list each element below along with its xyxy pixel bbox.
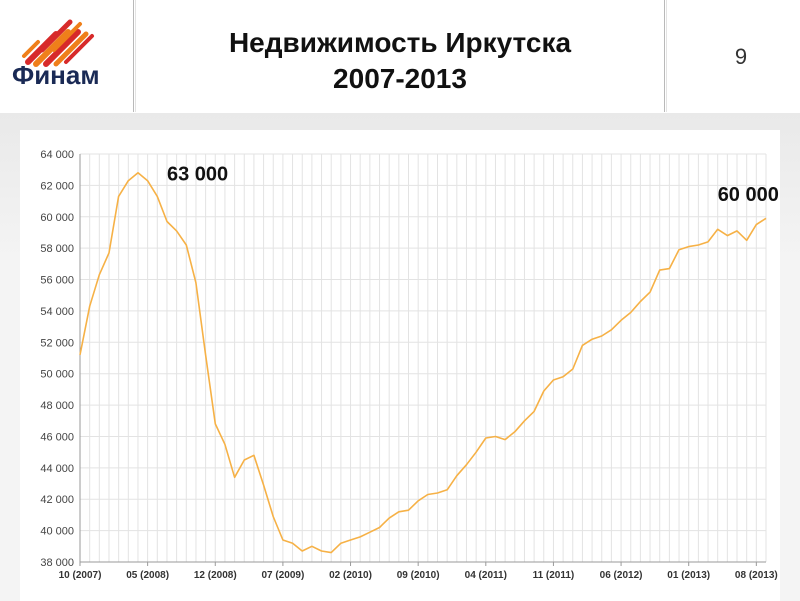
x-tick-label: 01 (2013) (667, 570, 710, 581)
chart-grid (79, 153, 767, 563)
y-tick-label: 58 000 (40, 243, 74, 255)
logo-text: Финам (12, 60, 100, 90)
chart-annotation: 60 000 (718, 184, 779, 206)
slide-title-line1: Недвижимость Иркутска (228, 27, 572, 58)
chart-annotations: 63 000 60 000 (167, 164, 779, 206)
x-axis: 10 (2007) 05 (2008) 12 (2008) 07 (2009) 02 (… (59, 561, 778, 581)
y-tick-label: 42 000 (40, 494, 74, 506)
y-tick-label: 40 000 (40, 526, 74, 538)
chart-panel (20, 130, 780, 601)
x-tick-label: 04 (2011) (465, 570, 507, 581)
y-tick-label: 62 000 (40, 180, 74, 192)
y-tick-label: 64 000 (40, 149, 74, 161)
x-tick-label: 11 (2011) (533, 570, 575, 581)
series-line (79, 171, 767, 554)
y-tick-label: 50 000 (40, 369, 74, 381)
y-tick-label: 54 000 (40, 306, 74, 318)
y-tick-label: 48 000 (40, 400, 74, 412)
y-axis: 38 000 40 000 42 000 44 000 46 000 48 000 50 0… (40, 149, 81, 569)
x-tick-label: 06 (2012) (600, 570, 643, 581)
header-divider-left-shadow (135, 0, 136, 112)
x-tick-label: 07 (2009) (261, 570, 304, 581)
finam-logo-mark-icon (22, 19, 94, 67)
price-line-chart: 38 000 40 000 42 000 44 000 46 000 48 000 50 0… (20, 130, 780, 601)
chart-annotation: 63 000 (167, 164, 228, 186)
y-tick-label: 46 000 (40, 431, 74, 443)
header-divider-right-shadow (666, 0, 667, 112)
x-tick-label: 12 (2008) (194, 570, 237, 581)
chart-series (79, 171, 767, 554)
finam-logo (22, 19, 94, 67)
x-tick-label: 02 (2010) (329, 570, 372, 581)
slide-header: Финам Недвижимость Иркутска 2007-2013 9 (0, 0, 800, 112)
y-tick-label: 56 000 (40, 275, 74, 287)
header-divider-right (664, 0, 665, 112)
x-tick-label: 09 (2010) (397, 570, 440, 581)
x-tick-label: 10 (2007) (59, 570, 102, 581)
y-tick-label: 38 000 (40, 557, 74, 569)
y-tick-label: 52 000 (40, 337, 74, 349)
page-number: 9 (734, 44, 748, 69)
slide-title-line2: 2007-2013 (333, 63, 467, 94)
y-tick-label: 44 000 (40, 463, 74, 475)
x-tick-label: 08 (2013) (735, 570, 778, 581)
x-tick-label: 05 (2008) (126, 570, 169, 581)
y-tick-label: 60 000 (40, 212, 74, 224)
header-divider-left (133, 0, 134, 112)
slide-title: Недвижимость Иркутска 2007-2013 (140, 25, 660, 97)
